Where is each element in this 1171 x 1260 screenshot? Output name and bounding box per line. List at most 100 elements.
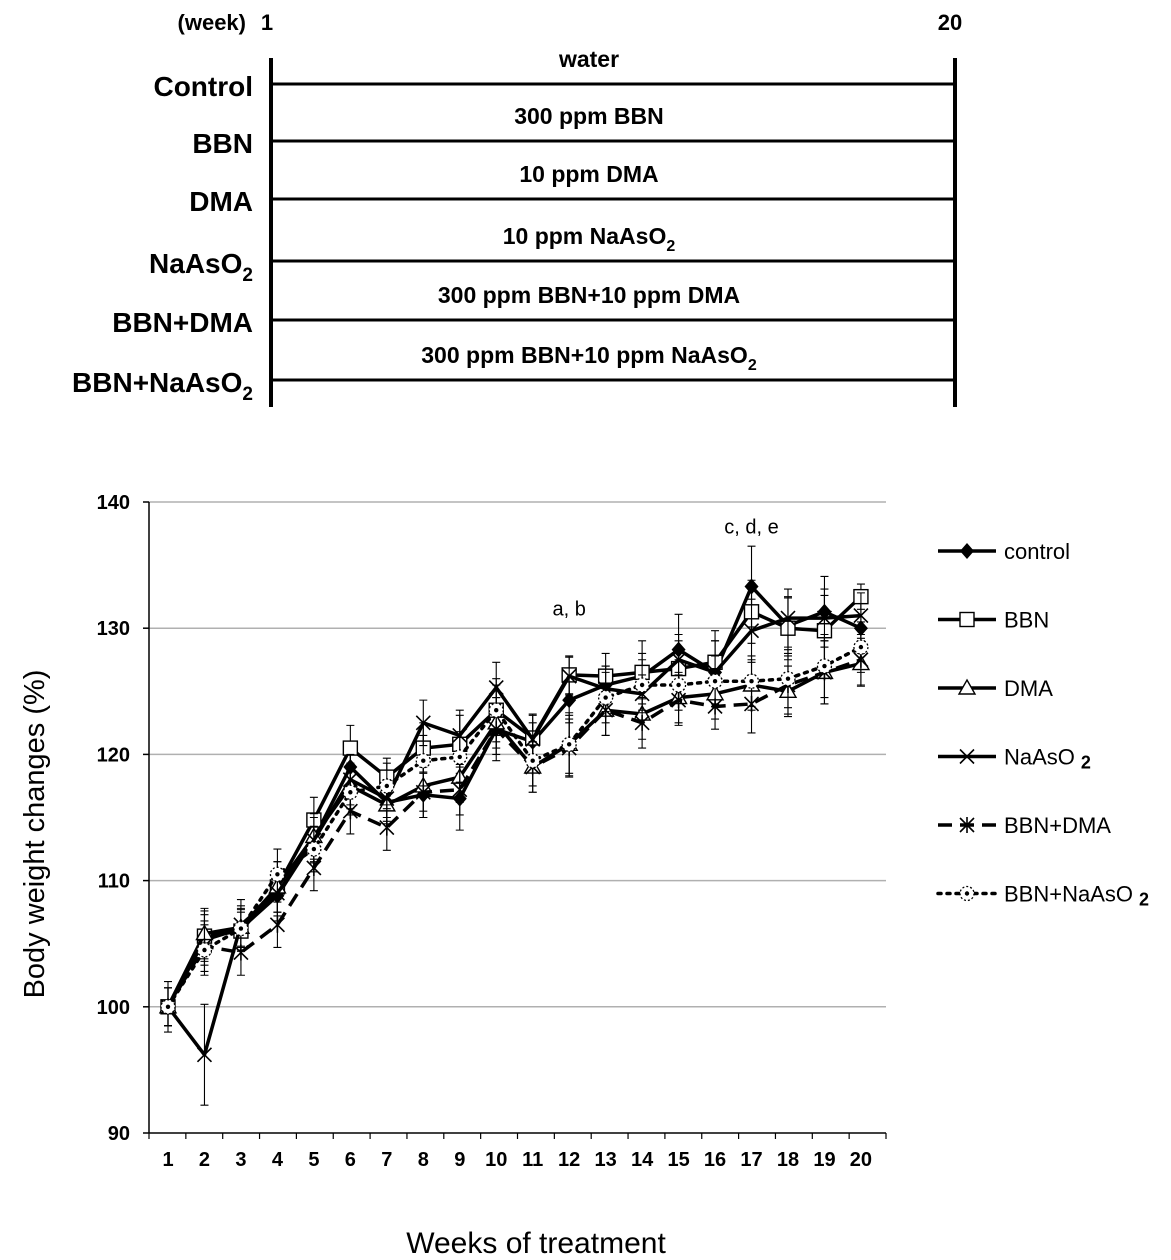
legend-label-dma: DMA <box>1004 676 1053 701</box>
legend-label-subscript-naaso2: 2 <box>1081 753 1091 773</box>
point-naaso2-12 <box>561 668 577 684</box>
group-label-4-subscript: 2 <box>242 265 253 286</box>
point-bbn-naaso2-12 <box>561 736 577 752</box>
treatment-label-1-main: water <box>558 46 619 72</box>
point-bbn-naaso2-7 <box>379 778 395 794</box>
x-tick-label-2: 2 <box>199 1149 210 1171</box>
x-tick-label-19: 19 <box>813 1149 835 1171</box>
legend-item-dma: DMA <box>938 676 1053 701</box>
start-week: 1 <box>261 10 273 35</box>
x-tick-labels: 1 2 3 4 5 6 7 8 9 10 11 12 13 14 15 16 17 18 19 20 <box>148 1133 887 1171</box>
annotations: a, b c, d, e <box>552 517 778 621</box>
point-bbn-naaso2-17-dot <box>749 679 754 684</box>
point-bbn-naaso2-6 <box>342 784 359 800</box>
point-control-12 <box>562 692 577 709</box>
point-bbn-naaso2-5-dot <box>311 846 317 852</box>
point-bbn-naaso2-13-dot <box>603 695 608 700</box>
legend-marker-naaso2 <box>959 748 975 765</box>
x-axis-title: Weeks of treatment <box>406 1227 666 1260</box>
group-label-2-main: BBN <box>192 128 253 159</box>
point-bbn-naaso2-19 <box>816 658 833 674</box>
week-label: (week) <box>178 10 246 35</box>
treatment-label-5: 300 ppm BBN+10 ppm DMA <box>438 282 740 308</box>
x-tick-label-20: 20 <box>850 1149 872 1171</box>
point-bbn-naaso2-4 <box>269 866 286 882</box>
point-bbn-naaso2-6-dot <box>348 790 353 795</box>
point-bbn-naaso2-17 <box>743 673 760 689</box>
treatment-label-6-subscript: 2 <box>748 357 757 374</box>
legend-label-bbn: BBN <box>1004 608 1049 633</box>
point-bbn-naaso2-2-dot <box>202 947 207 953</box>
group-label-1: Control <box>153 71 253 102</box>
series-bbn-dma <box>160 633 869 1027</box>
group-label-3: DMA <box>189 186 253 217</box>
group-label-3-main: DMA <box>189 186 253 217</box>
point-bbn-naaso2-10-dot <box>494 708 499 713</box>
point-naaso2-2 <box>196 1047 213 1063</box>
treatment-label-1: water <box>558 46 619 72</box>
point-bbn-naaso2-7-dot <box>384 783 390 789</box>
point-bbn-naaso2-8 <box>415 753 431 769</box>
point-naaso2-18 <box>780 610 796 626</box>
point-bbn-naaso2-13 <box>597 689 614 706</box>
point-bbn-naaso2-3 <box>233 920 249 937</box>
legend-label-main-control: control <box>1004 539 1070 564</box>
y-axis-title: Body weight changes (%) <box>19 670 51 999</box>
point-bbn-dma-8 <box>415 784 431 801</box>
point-bbn-naaso2-4-dot <box>275 872 280 877</box>
point-bbn-naaso2-3-dot <box>238 926 244 931</box>
legend-label-main-bbn: BBN <box>1004 608 1049 633</box>
group-label-2: BBN <box>192 128 253 159</box>
series-naaso2 <box>160 588 869 1106</box>
series-line-bbn-dma <box>166 658 862 1008</box>
treatment-label-4-main: 10 ppm NaAsO <box>503 223 667 249</box>
legend-marker-dma <box>957 678 977 695</box>
series-bbn <box>160 579 869 1027</box>
point-naaso2-20 <box>853 608 869 624</box>
group-label-5-main: BBN+DMA <box>112 307 253 338</box>
point-bbn-naaso2-11 <box>525 753 541 769</box>
point-bbn-dma-9 <box>452 781 468 798</box>
point-bbn-naaso2-9-dot <box>457 754 462 760</box>
point-bbn-naaso2-14-dot <box>639 682 645 688</box>
legend-label-bbn-naaso2: BBN+NaAsO 2 <box>1004 882 1149 910</box>
legend-label-main-naaso2: NaAsO <box>1004 745 1075 770</box>
legend-item-bbn-dma: BBN+DMA <box>938 813 1111 838</box>
x-tick-label-11: 11 <box>522 1149 543 1171</box>
point-bbn-naaso2-20 <box>853 639 869 655</box>
legend-marker-bbn-dma <box>959 817 975 833</box>
group-label-6: BBN+NaAsO2 <box>72 367 253 405</box>
series-layer <box>158 545 871 1106</box>
end-week: 20 <box>938 10 962 35</box>
point-bbn-naaso2-20-dot <box>858 644 864 650</box>
legend-label-main-bbn-naaso2: BBN+NaAsO <box>1004 882 1133 907</box>
y-tick-label-110: 110 <box>98 871 130 893</box>
y-tick-label-120: 120 <box>97 744 130 766</box>
point-bbn-naaso2-18-dot <box>785 676 791 681</box>
point-bbn-naaso2-1 <box>160 999 176 1015</box>
point-bbn-naaso2-8-dot <box>421 758 426 763</box>
point-naaso2-8 <box>415 715 431 731</box>
x-tick-label-3: 3 <box>235 1149 246 1171</box>
x-tick-label-14: 14 <box>631 1149 654 1171</box>
treatment-label-6-main: 300 ppm BBN+10 ppm NaAsO <box>421 342 748 368</box>
legend-marker-control <box>960 543 974 559</box>
x-tick-label-17: 17 <box>740 1149 762 1171</box>
x-tick-label-18: 18 <box>777 1149 799 1171</box>
point-bbn-naaso2-15-dot <box>676 682 681 688</box>
legend-label-subscript-bbn-naaso2: 2 <box>1139 890 1149 910</box>
legend-label-main-dma: DMA <box>1004 676 1053 701</box>
point-bbn-naaso2-15 <box>670 677 687 693</box>
x-tick-label-13: 13 <box>595 1149 617 1171</box>
x-tick-label-15: 15 <box>667 1149 689 1171</box>
legend-label-main-bbn-dma: BBN+DMA <box>1004 813 1111 838</box>
x-tick-label-6: 6 <box>345 1149 356 1171</box>
y-tick-labels: 90 100 110 120 130 140 <box>97 492 149 1145</box>
x-tick-label-7: 7 <box>381 1149 392 1171</box>
treatment-label-2: 300 ppm BBN <box>514 103 664 129</box>
point-bbn-dma-7 <box>379 819 395 836</box>
x-tick-label-8: 8 <box>418 1149 429 1171</box>
group-label-5: BBN+DMA <box>112 307 253 338</box>
treatment-label-2-main: 300 ppm BBN <box>514 103 664 129</box>
